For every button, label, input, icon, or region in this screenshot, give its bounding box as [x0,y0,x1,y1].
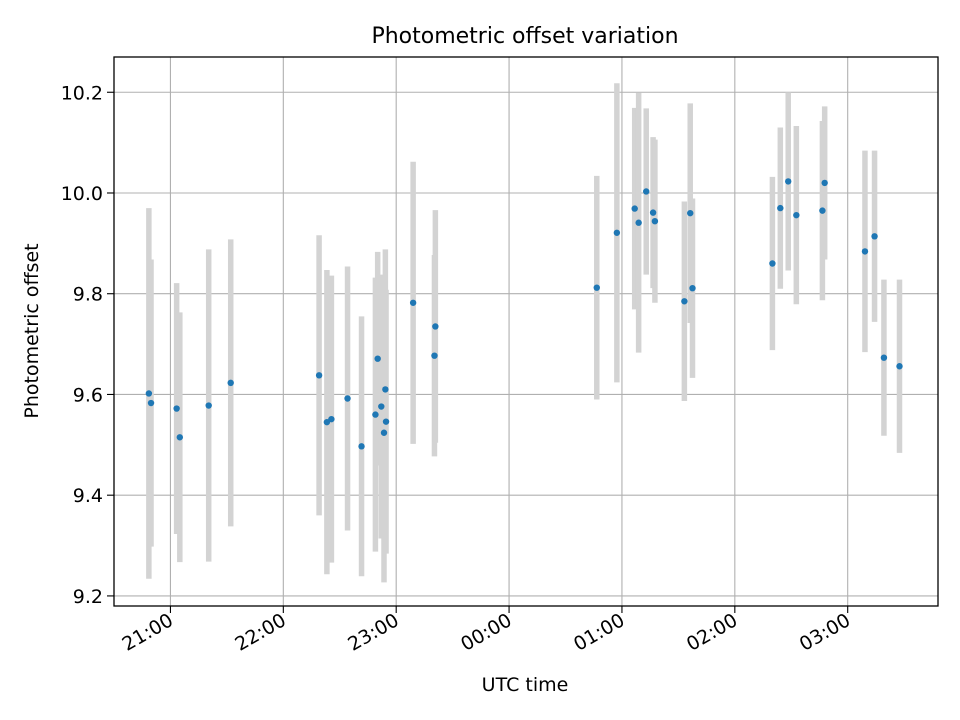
data-point [378,403,385,410]
data-point [649,209,657,216]
data-point [382,386,389,393]
data-point [409,299,417,306]
data-point [227,379,234,387]
data-point [631,205,638,212]
data-point [861,248,869,255]
data-points [145,178,903,450]
data-point [681,298,688,305]
data-point [651,217,659,225]
y-axis: 9.2 9.4 9.6 9.8 10.0 10.2 [61,82,114,608]
data-point [147,399,155,407]
y-tick-label: 9.8 [73,284,103,306]
data-point [880,354,888,361]
y-tick-label: 9.4 [73,485,103,507]
data-point [896,363,903,370]
data-point [769,260,776,267]
y-tick-label: 10.0 [61,183,103,205]
data-point [173,405,180,412]
y-axis-label: Photometric offset [21,243,43,418]
data-point [145,390,153,397]
data-point [176,434,184,441]
data-point [431,352,438,359]
data-point [328,415,335,423]
data-point [689,284,696,292]
data-point [871,233,878,240]
data-point [323,418,331,426]
chart-title: Photometric offset variation [371,24,678,49]
data-point [785,178,792,185]
data-point [372,411,379,418]
data-point [374,355,381,362]
data-point [793,211,800,219]
y-tick-label: 9.6 [73,384,103,406]
data-point [821,179,828,187]
data-point [315,372,323,379]
data-point [593,284,600,291]
data-point [205,402,212,409]
data-point [819,207,826,214]
data-point [635,219,642,226]
data-point [382,418,390,425]
data-point [643,188,650,195]
data-point [358,443,365,450]
data-point [613,229,621,236]
data-point [687,209,694,217]
plot-frame [113,56,939,607]
data-point [777,204,784,212]
x-axis-label: UTC time [482,674,569,696]
data-point [380,429,388,436]
data-point [432,323,439,330]
y-tick-label: 9.2 [73,586,103,608]
y-tick-label: 10.2 [61,82,103,104]
grid [114,57,938,606]
data-point [344,395,351,402]
